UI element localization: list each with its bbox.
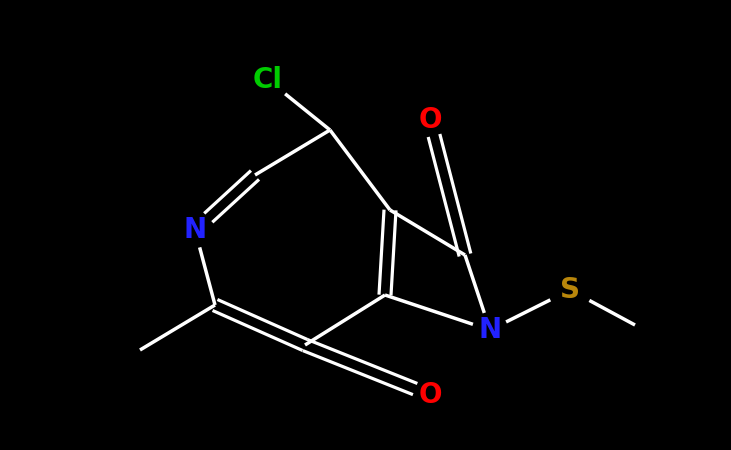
Text: Cl: Cl [253,66,283,94]
Text: N: N [183,216,207,244]
Text: O: O [418,381,442,409]
Text: O: O [418,106,442,134]
Text: S: S [560,276,580,304]
Text: N: N [478,316,501,344]
